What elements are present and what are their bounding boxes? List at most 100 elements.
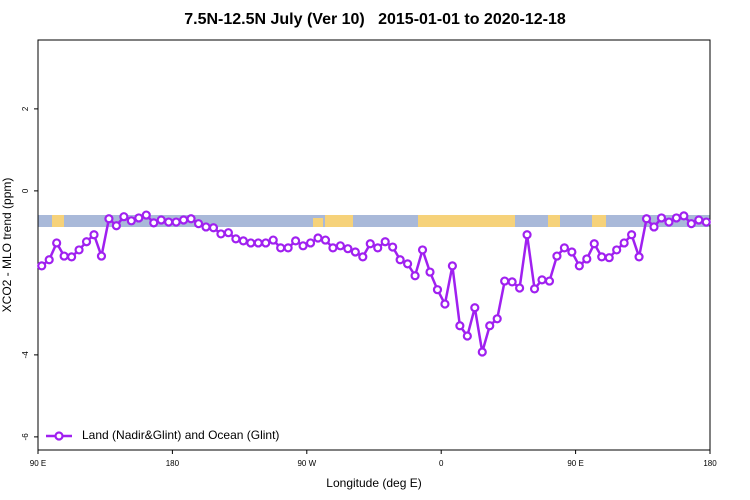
data-point	[126, 216, 136, 226]
data-point	[477, 347, 487, 357]
land-patch	[592, 215, 606, 227]
data-point	[470, 303, 480, 313]
data-point	[246, 238, 256, 248]
y-tick-label: 2	[21, 106, 30, 111]
data-point	[186, 214, 196, 224]
data-point	[149, 218, 159, 228]
series-line	[40, 213, 707, 353]
data-point	[582, 254, 592, 264]
plot-frame	[37, 39, 711, 451]
data-point	[81, 237, 92, 247]
data-point	[417, 245, 428, 255]
x-tick-label: 90 W	[297, 459, 316, 468]
data-point	[425, 267, 435, 277]
data-point	[649, 222, 659, 232]
data-point	[44, 255, 54, 265]
land-patch	[548, 215, 560, 227]
x-tick-label: 90 E	[567, 459, 583, 468]
data-point	[694, 215, 704, 225]
data-point	[59, 251, 69, 261]
land-patch	[325, 215, 353, 227]
data-point	[664, 217, 674, 227]
data-point	[507, 277, 517, 287]
data-point	[335, 241, 345, 251]
data-point	[597, 252, 607, 262]
series	[37, 210, 711, 357]
data-point	[537, 275, 547, 285]
data-point	[268, 235, 278, 245]
data-point	[567, 247, 577, 257]
y-axis-label: XCO2 - MLO trend (ppm)	[0, 178, 14, 313]
data-point	[238, 236, 248, 246]
land-patch	[52, 215, 64, 227]
data-point	[395, 255, 405, 265]
data-point	[298, 241, 308, 251]
data-point	[619, 238, 629, 248]
data-point	[134, 213, 144, 223]
data-point	[559, 243, 570, 253]
data-point	[388, 242, 398, 252]
data-point	[96, 251, 107, 261]
land-patch	[313, 218, 323, 227]
data-point	[529, 284, 540, 294]
data-point	[514, 283, 525, 293]
data-point	[208, 223, 219, 233]
data-point	[89, 230, 99, 240]
data-point	[447, 261, 457, 271]
data-point	[492, 314, 502, 324]
data-point	[179, 215, 189, 225]
data-point	[634, 252, 644, 262]
data-point	[440, 299, 450, 309]
data-point	[410, 271, 420, 281]
data-point	[686, 219, 696, 229]
data-point	[544, 276, 555, 286]
y-tick-label: -6	[21, 433, 30, 441]
data-point	[74, 245, 84, 255]
data-point	[164, 217, 174, 227]
y-tick-label: 0	[21, 188, 30, 193]
data-point	[283, 243, 293, 253]
data-point	[373, 243, 383, 253]
data-point	[253, 238, 263, 248]
data-point	[403, 259, 413, 269]
data-point	[328, 243, 338, 253]
data-point	[455, 321, 465, 331]
data-point	[612, 245, 622, 255]
data-point	[589, 239, 599, 249]
data-point	[119, 212, 129, 222]
land-patch	[418, 215, 515, 227]
data-point	[604, 253, 614, 263]
data-point	[320, 235, 331, 245]
data-point	[201, 222, 211, 232]
data-point	[380, 237, 390, 247]
data-point	[37, 261, 47, 271]
data-point	[641, 214, 652, 224]
x-tick-label: 90 E	[30, 459, 46, 468]
data-point	[500, 276, 510, 286]
data-point	[291, 236, 301, 246]
data-point	[171, 217, 181, 227]
data-point	[679, 211, 689, 221]
data-point	[656, 213, 667, 223]
data-point	[313, 233, 323, 243]
x-axis-label: Longitude (deg E)	[326, 476, 421, 490]
data-point	[231, 234, 241, 244]
data-point	[111, 221, 122, 231]
chart-title: 7.5N-12.5N July (Ver 10) 2015-01-01 to 2…	[184, 11, 566, 28]
data-point	[522, 230, 532, 240]
data-point	[52, 238, 62, 248]
data-point	[216, 229, 226, 239]
data-point	[305, 238, 316, 248]
data-point	[343, 244, 353, 254]
legend-label: Land (Nadir&Glint) and Ocean (Glint)	[82, 428, 279, 442]
data-point	[358, 252, 368, 262]
x-tick-label: 0	[439, 459, 444, 468]
data-point	[365, 239, 375, 249]
data-point	[141, 210, 151, 220]
y-tick-label: -4	[21, 351, 30, 359]
data-point	[574, 261, 584, 271]
data-point	[193, 219, 204, 229]
x-tick-label: 180	[703, 459, 717, 468]
data-point	[432, 285, 443, 295]
